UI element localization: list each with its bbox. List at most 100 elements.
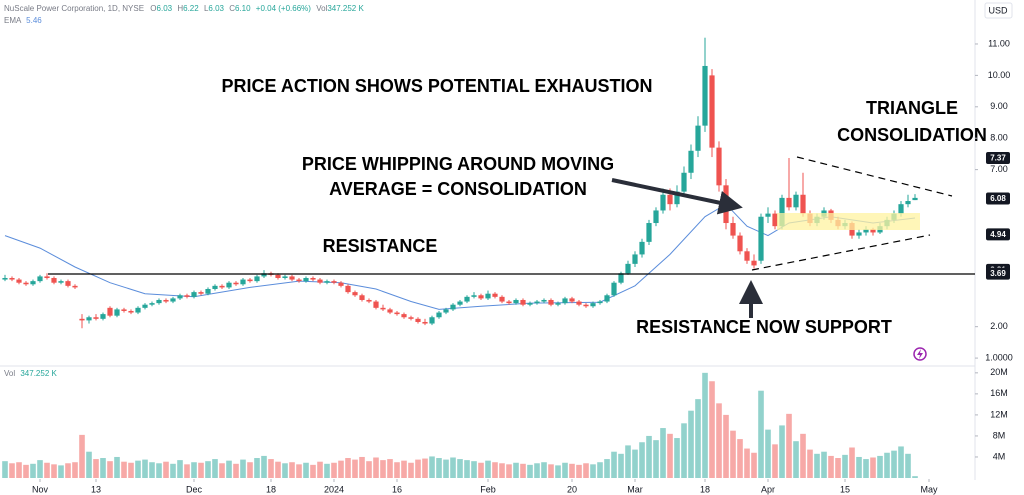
legend-value: 5.46 (26, 16, 42, 25)
candle-body (513, 299, 519, 304)
candle-body (660, 194, 666, 211)
volume-bar (366, 461, 372, 478)
candle-body (23, 282, 29, 285)
volume-bar (415, 459, 421, 478)
volume-bar (583, 463, 589, 478)
candle-body (79, 318, 85, 321)
candle-body (65, 281, 71, 286)
volume-bar (149, 462, 155, 478)
volume-bar (751, 452, 757, 478)
ema-legend: EMA 5.46 (4, 16, 42, 25)
volume-bar (653, 440, 659, 478)
legend-key: L (204, 4, 209, 13)
candle-body (114, 309, 120, 316)
consolidation-zone (777, 213, 920, 230)
candle-body (555, 303, 561, 305)
currency-box[interactable] (984, 2, 1013, 19)
candle-body (590, 303, 596, 307)
candle-body (667, 194, 673, 205)
volume-bar (93, 459, 99, 478)
candle-body (772, 213, 778, 227)
volume-bar (688, 410, 694, 478)
volume-bar (170, 463, 176, 478)
candle-body (429, 317, 435, 324)
volume-bar (828, 455, 834, 478)
volume-tick-label: 8M (993, 430, 1006, 440)
candle-body (758, 216, 764, 261)
volume-bar (275, 461, 281, 478)
y-tick-label: 8.00 (990, 133, 1008, 143)
volume-bar (310, 464, 316, 478)
volume-tick-label: 12M (990, 409, 1008, 419)
volume-bar (485, 460, 491, 478)
price-label: 4.94 (990, 230, 1006, 239)
volume-bar (576, 464, 582, 478)
volume-bar (121, 461, 127, 478)
candle-body (149, 303, 155, 305)
candle-body (793, 194, 799, 208)
volume-bar (352, 459, 358, 478)
candle-body (744, 251, 750, 261)
candle-body (324, 281, 330, 283)
candle-body (177, 295, 183, 299)
volume-bar (16, 462, 22, 478)
volume-bar (338, 460, 344, 478)
volume-bar (65, 463, 71, 478)
candle-body (9, 277, 15, 280)
candle-body (646, 223, 652, 242)
volume-bar (499, 463, 505, 478)
volume-tick-label: 16M (990, 388, 1008, 398)
candle-body (198, 292, 204, 294)
candle-body (443, 309, 449, 313)
y-tick-label: 10.00 (988, 70, 1011, 80)
candle-body (401, 314, 407, 318)
candle-body (226, 282, 232, 288)
volume-bar (548, 464, 554, 478)
volume-bar (646, 435, 652, 478)
volume-bar (373, 457, 379, 478)
price-label: 3.69 (990, 269, 1006, 278)
volume-bar (807, 449, 813, 478)
candle-body (366, 299, 372, 302)
volume-bar (478, 462, 484, 478)
candle-body (583, 304, 589, 307)
annotation: AVERAGE = CONSOLIDATION (329, 179, 587, 199)
icon[interactable] (913, 347, 927, 361)
legend-value: 6.03 (208, 4, 224, 13)
volume-bar (86, 451, 92, 478)
volume-bar (604, 459, 610, 478)
candle-body (520, 299, 526, 305)
volume-bar (2, 461, 8, 478)
volume-bar (443, 459, 449, 478)
volume-bar (492, 462, 498, 478)
x-tick-label: 13 (91, 484, 101, 494)
volume-bar (303, 462, 309, 478)
volume-bar (58, 465, 64, 478)
candle-body (506, 301, 512, 304)
candle-body (359, 295, 365, 300)
candle-body (779, 197, 785, 227)
volume-bar (44, 462, 50, 478)
candle-body (240, 279, 246, 285)
legend-key: Vol (4, 369, 15, 378)
candle-body (478, 295, 484, 299)
volume-bar (765, 429, 771, 478)
volume-bar (527, 464, 533, 478)
volume-bar (135, 460, 141, 478)
candle-body (534, 301, 540, 304)
volume-bar (506, 464, 512, 478)
volume-bar (324, 463, 330, 478)
volume-bar (737, 439, 743, 478)
candle-body (527, 303, 533, 305)
volume-bar (590, 464, 596, 478)
volume-bar (793, 441, 799, 478)
legend-value: 6.22 (183, 4, 199, 13)
candle-body (751, 260, 757, 266)
candle-body (156, 299, 162, 304)
candle-body (219, 285, 225, 288)
x-tick-label: Feb (480, 484, 496, 494)
volume-bar (380, 460, 386, 478)
candle-body (163, 299, 169, 302)
candle-body (135, 307, 141, 313)
candle-body (380, 307, 386, 310)
